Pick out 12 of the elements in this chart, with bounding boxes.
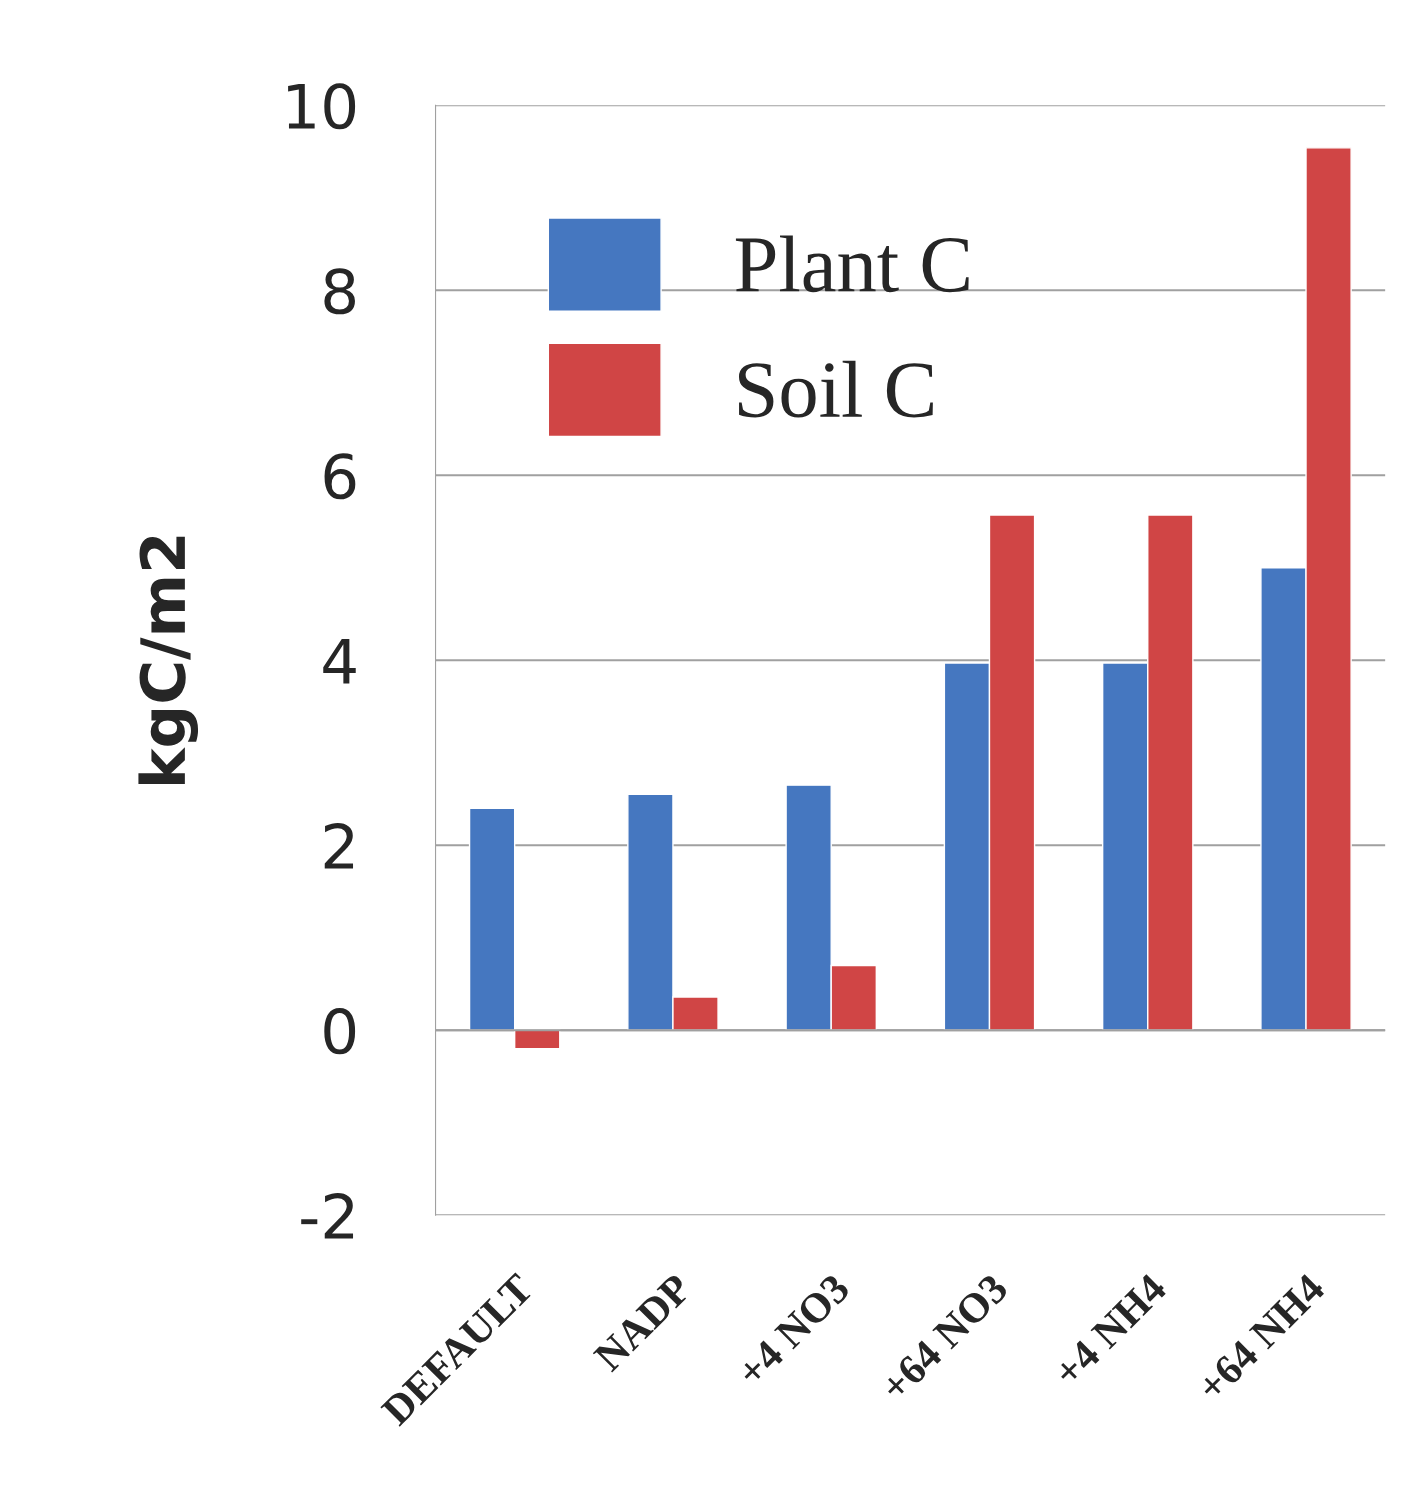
legend-label: Soil C (738, 360, 933, 418)
bar (468, 807, 516, 1031)
y-axis-title: kgC/m2 (138, 536, 199, 784)
y-tick-label: 4 (323, 638, 356, 684)
y-tick-label: 2 (324, 823, 354, 869)
y-tick-label: 0 (324, 1008, 356, 1055)
legend-label: Plant C (735, 235, 969, 293)
y-tick-label: 6 (324, 453, 356, 500)
y-tick-label: -2 (301, 1193, 354, 1239)
bar (513, 1029, 561, 1050)
y-tick-label: 10 (288, 83, 356, 130)
y-tick-label: 8 (324, 268, 355, 315)
